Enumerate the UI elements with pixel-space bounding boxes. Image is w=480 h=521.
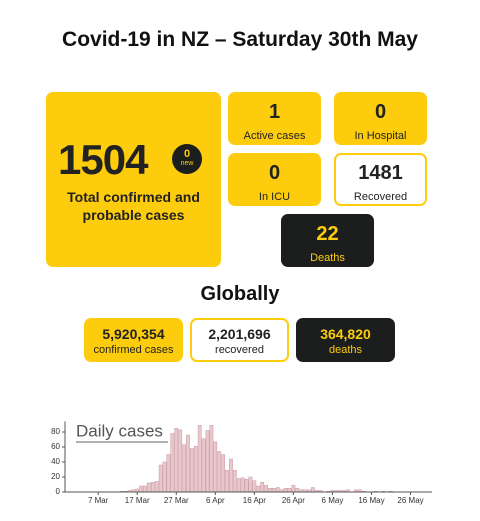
global-label: confirmed cases: [93, 344, 174, 356]
x-tick-label: 6 May: [322, 496, 344, 505]
section-title: Globally: [200, 283, 280, 305]
x-tick-label: 17 Mar: [125, 496, 150, 505]
bar: [260, 482, 265, 493]
bar: [275, 487, 280, 493]
bar: [139, 485, 144, 493]
y-tick-label: 40: [51, 457, 60, 466]
stat-card: 0 In Hospital: [334, 92, 427, 145]
total-label: Total confirmed and probable cases: [67, 189, 200, 223]
bar: [225, 470, 229, 493]
total-value: 1504: [58, 136, 148, 183]
bar: [143, 485, 147, 493]
stat-card: 22 Deaths: [281, 214, 374, 267]
new-label: new: [180, 160, 194, 167]
bar: [158, 464, 163, 493]
bar: [147, 482, 151, 493]
bar: [166, 454, 171, 493]
bar: [193, 446, 198, 493]
bar: [182, 444, 186, 493]
y-tick-label: 60: [51, 442, 60, 451]
stat-card: 0 In ICU: [228, 153, 321, 206]
bar: [311, 487, 315, 493]
stat-label: In Hospital: [354, 130, 407, 142]
bar: [154, 481, 159, 493]
stat-value: 0: [268, 162, 281, 184]
bar: [213, 441, 218, 493]
x-tick-label: 26 May: [397, 496, 423, 505]
bar: [295, 488, 300, 493]
bar: [174, 428, 179, 493]
stat-card: 1481 Recovered: [334, 153, 427, 206]
bar: [256, 485, 261, 493]
bar: [209, 425, 214, 493]
x-tick-label: 16 Apr: [243, 496, 266, 505]
bar: [268, 488, 272, 493]
y-tick-label: 20: [51, 472, 60, 481]
bar: [240, 477, 245, 493]
x-tick-label: 27 Mar: [164, 496, 189, 505]
bar: [229, 458, 233, 493]
chart-title: Daily cases: [76, 421, 163, 440]
page-title: Covid-19 in NZ – Saturday 30th May: [62, 28, 418, 51]
bar: [287, 488, 292, 493]
bar: [291, 485, 296, 493]
bar: [189, 448, 194, 493]
bar: [271, 488, 276, 493]
global-value: 5,920,354: [102, 326, 165, 342]
bar: [162, 461, 167, 493]
x-tick-label: 26 Apr: [282, 496, 305, 505]
total-card: 1504 0 new Total confirmed and probable …: [46, 92, 221, 267]
stat-label: Deaths: [310, 252, 345, 264]
bar: [252, 480, 257, 493]
bar: [221, 454, 226, 493]
new-value: 0: [183, 148, 191, 160]
stat-label: Recovered: [353, 191, 408, 203]
chart: 0 20 40 60 80 7 Mar 17 Mar 27 Mar 6 Apr 16 Apr 26 …: [51, 421, 432, 505]
bar: [244, 479, 249, 493]
stat-card: 1 Active cases: [228, 92, 321, 145]
stat-value: 1481: [358, 162, 403, 184]
stat-value: 0: [374, 101, 387, 123]
bar: [170, 433, 175, 493]
global-card: 364,820 deaths: [296, 318, 395, 362]
x-tick-label: 6 Apr: [206, 496, 225, 505]
bar: [232, 470, 237, 493]
bar: [197, 425, 202, 493]
bar: [178, 429, 183, 493]
stat-value: 1: [268, 101, 281, 123]
bar: [283, 488, 288, 493]
bar: [264, 485, 268, 493]
global-value: 364,820: [320, 326, 371, 342]
global-label: recovered: [215, 344, 264, 356]
bar: [205, 430, 210, 493]
bar: [150, 482, 155, 493]
bar: [236, 478, 241, 493]
bar: [248, 476, 253, 493]
global-label: deaths: [328, 344, 363, 356]
x-tick-label: 7 Mar: [88, 496, 109, 505]
new-badge: 0 new: [172, 144, 202, 174]
x-tick-label: 16 May: [358, 496, 384, 505]
stat-label: In ICU: [258, 191, 291, 203]
stat-label: Active cases: [243, 130, 306, 142]
bar: [186, 434, 190, 493]
y-tick-label: 80: [51, 427, 60, 436]
global-card: 2,201,696 recovered: [190, 318, 289, 362]
y-tick-label: 0: [56, 487, 61, 496]
bar: [217, 451, 222, 493]
bar: [201, 438, 206, 493]
global-card: 5,920,354 confirmed cases: [84, 318, 183, 362]
global-value: 2,201,696: [208, 326, 271, 342]
stat-value: 22: [316, 223, 339, 245]
